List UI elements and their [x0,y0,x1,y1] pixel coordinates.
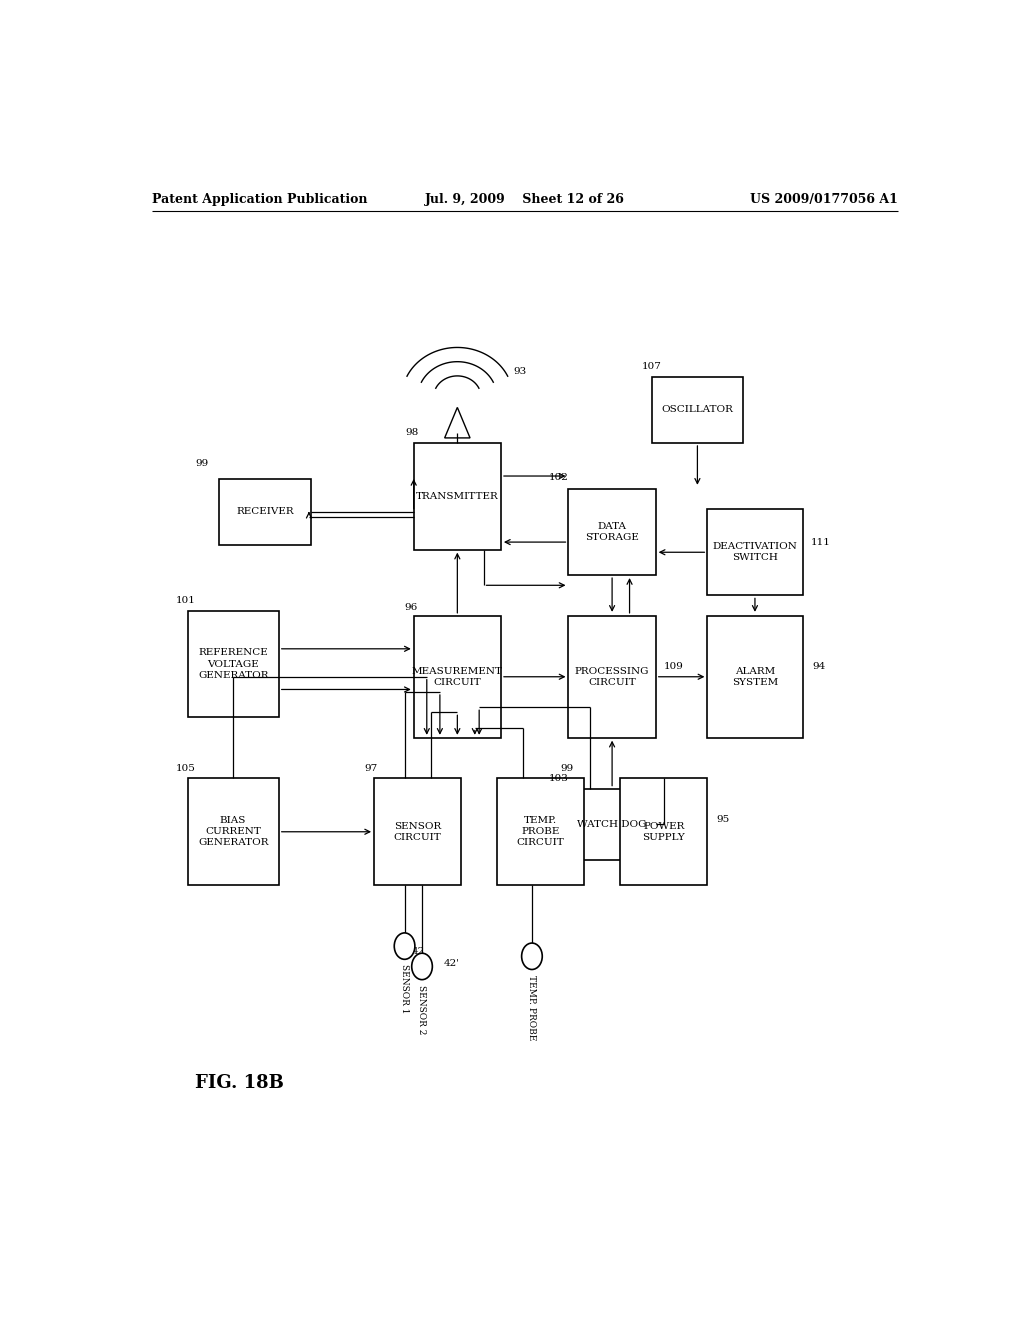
Bar [568,788,655,859]
Bar [187,611,279,718]
Text: 102: 102 [549,473,568,482]
Text: MEASUREMENT
CIRCUIT: MEASUREMENT CIRCUIT [412,667,503,686]
Text: 101: 101 [176,597,196,605]
Text: SENSOR
CIRCUIT: SENSOR CIRCUIT [394,822,441,842]
Text: PROCESSING
CIRCUIT: PROCESSING CIRCUIT [574,667,649,686]
Text: 96: 96 [404,603,418,612]
Text: SENSOR 2: SENSOR 2 [417,985,426,1034]
Text: OSCILLATOR: OSCILLATOR [662,405,733,414]
Bar [374,779,461,886]
Text: 42: 42 [412,946,425,956]
Text: POWER
SUPPLY: POWER SUPPLY [642,822,685,842]
Bar [652,378,743,444]
Text: 97: 97 [365,764,378,772]
Text: BIAS
CURRENT
GENERATOR: BIAS CURRENT GENERATOR [198,816,268,847]
Bar [708,615,803,738]
Text: TEMP.
PROBE
CIRCUIT: TEMP. PROBE CIRCUIT [517,816,564,847]
Text: 42': 42' [443,958,460,968]
Bar [187,779,279,886]
Circle shape [412,953,432,979]
Text: FIG. 18B: FIG. 18B [196,1074,285,1093]
Text: DATA
STORAGE: DATA STORAGE [585,521,639,543]
Text: ALARM
SYSTEM: ALARM SYSTEM [732,667,778,686]
Text: 99: 99 [196,459,209,467]
Text: Jul. 9, 2009    Sheet 12 of 26: Jul. 9, 2009 Sheet 12 of 26 [425,193,625,206]
Text: Patent Application Publication: Patent Application Publication [152,193,368,206]
Text: TEMP. PROBE: TEMP. PROBE [527,974,536,1040]
Text: REFERENCE
VOLTAGE
GENERATOR: REFERENCE VOLTAGE GENERATOR [198,648,268,680]
Text: US 2009/0177056 A1: US 2009/0177056 A1 [750,193,898,206]
Bar [219,479,310,545]
Text: WATCH DOG: WATCH DOG [578,820,647,829]
Text: TRANSMITTER: TRANSMITTER [416,492,499,500]
Circle shape [394,933,415,960]
Bar [497,779,585,886]
Text: 94: 94 [812,663,825,671]
Text: 105: 105 [176,764,196,772]
Circle shape [521,942,543,969]
Text: 109: 109 [664,663,684,671]
Text: DEACTIVATION
SWITCH: DEACTIVATION SWITCH [713,543,798,562]
Text: SENSOR 1: SENSOR 1 [399,965,409,1014]
Bar [708,510,803,595]
Text: 93: 93 [513,367,526,376]
Bar [568,615,655,738]
Bar [414,615,501,738]
Text: 103: 103 [549,774,568,783]
Bar [620,779,708,886]
Bar [568,488,655,576]
Bar [414,444,501,549]
Text: 107: 107 [642,362,663,371]
Text: 66: 66 [524,954,538,962]
Text: 95: 95 [717,814,730,824]
Text: 111: 111 [811,539,830,546]
Text: 98: 98 [406,428,419,437]
Text: 99: 99 [560,764,573,772]
Text: RECEIVER: RECEIVER [237,507,294,516]
